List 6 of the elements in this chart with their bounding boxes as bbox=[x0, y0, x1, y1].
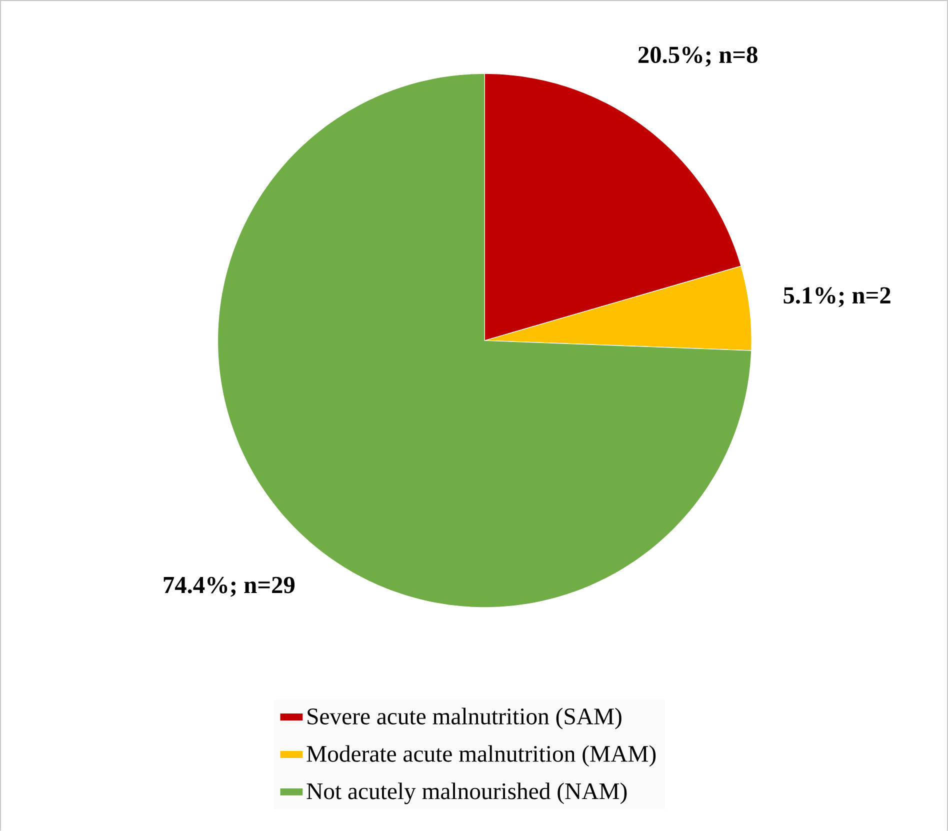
data-label: 74.4%; n=29 bbox=[164, 576, 295, 597]
legend-label: Severe acute malnutrition (SAM) bbox=[308, 708, 622, 730]
data-label: 20.5%; n=8 bbox=[638, 46, 758, 66]
data-label: 5.1%; n=2 bbox=[784, 287, 890, 307]
legend-label: Not acutely malnourished (NAM) bbox=[306, 782, 627, 804]
legend-label: Moderate acute malnutrition (MAM) bbox=[306, 745, 656, 767]
